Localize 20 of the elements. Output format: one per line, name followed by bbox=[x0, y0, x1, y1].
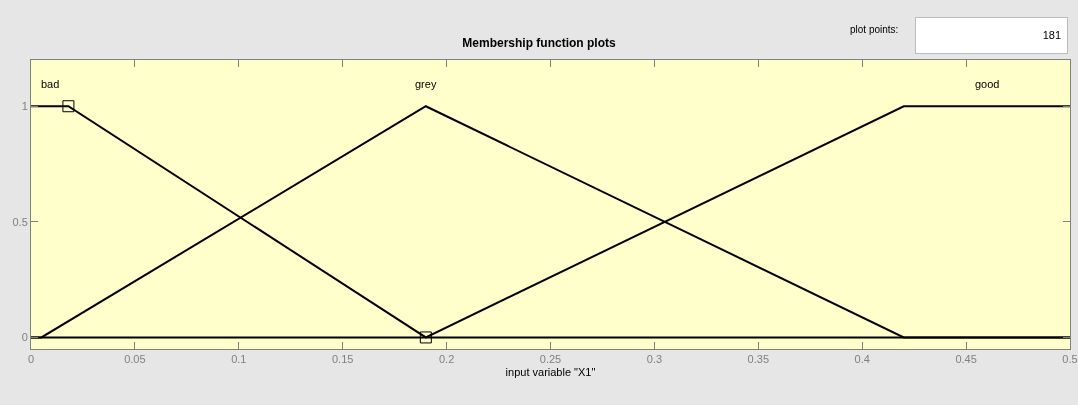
y-tick-label: 1 bbox=[21, 100, 28, 113]
x-tick-label: 0.5 bbox=[1062, 353, 1078, 366]
x-axis-title: input variable "X1" bbox=[505, 366, 596, 379]
chart-title: Membership function plots bbox=[462, 36, 616, 50]
text-field: 181 bbox=[915, 17, 1068, 54]
x-tick-label: 0.15 bbox=[331, 353, 354, 366]
series-label: bad bbox=[41, 78, 60, 90]
series-label: grey bbox=[415, 78, 437, 90]
x-tick-label: 0.05 bbox=[124, 353, 146, 366]
series-label: good bbox=[975, 78, 1000, 90]
text: plot points: bbox=[850, 24, 899, 35]
x-tick-label: 0.1 bbox=[231, 353, 247, 366]
x-tick-label: 0.35 bbox=[747, 353, 770, 366]
x-tick-label: 0.45 bbox=[955, 353, 977, 366]
x-tick-label: 0.3 bbox=[646, 353, 663, 366]
x-tick-label: 0.4 bbox=[854, 353, 870, 366]
x-tick-label: 0.2 bbox=[438, 353, 455, 366]
x-tick-label: 0.25 bbox=[539, 353, 562, 366]
y-tick-label: 0.5 bbox=[12, 215, 28, 228]
y-tick-label: 0 bbox=[21, 331, 28, 344]
